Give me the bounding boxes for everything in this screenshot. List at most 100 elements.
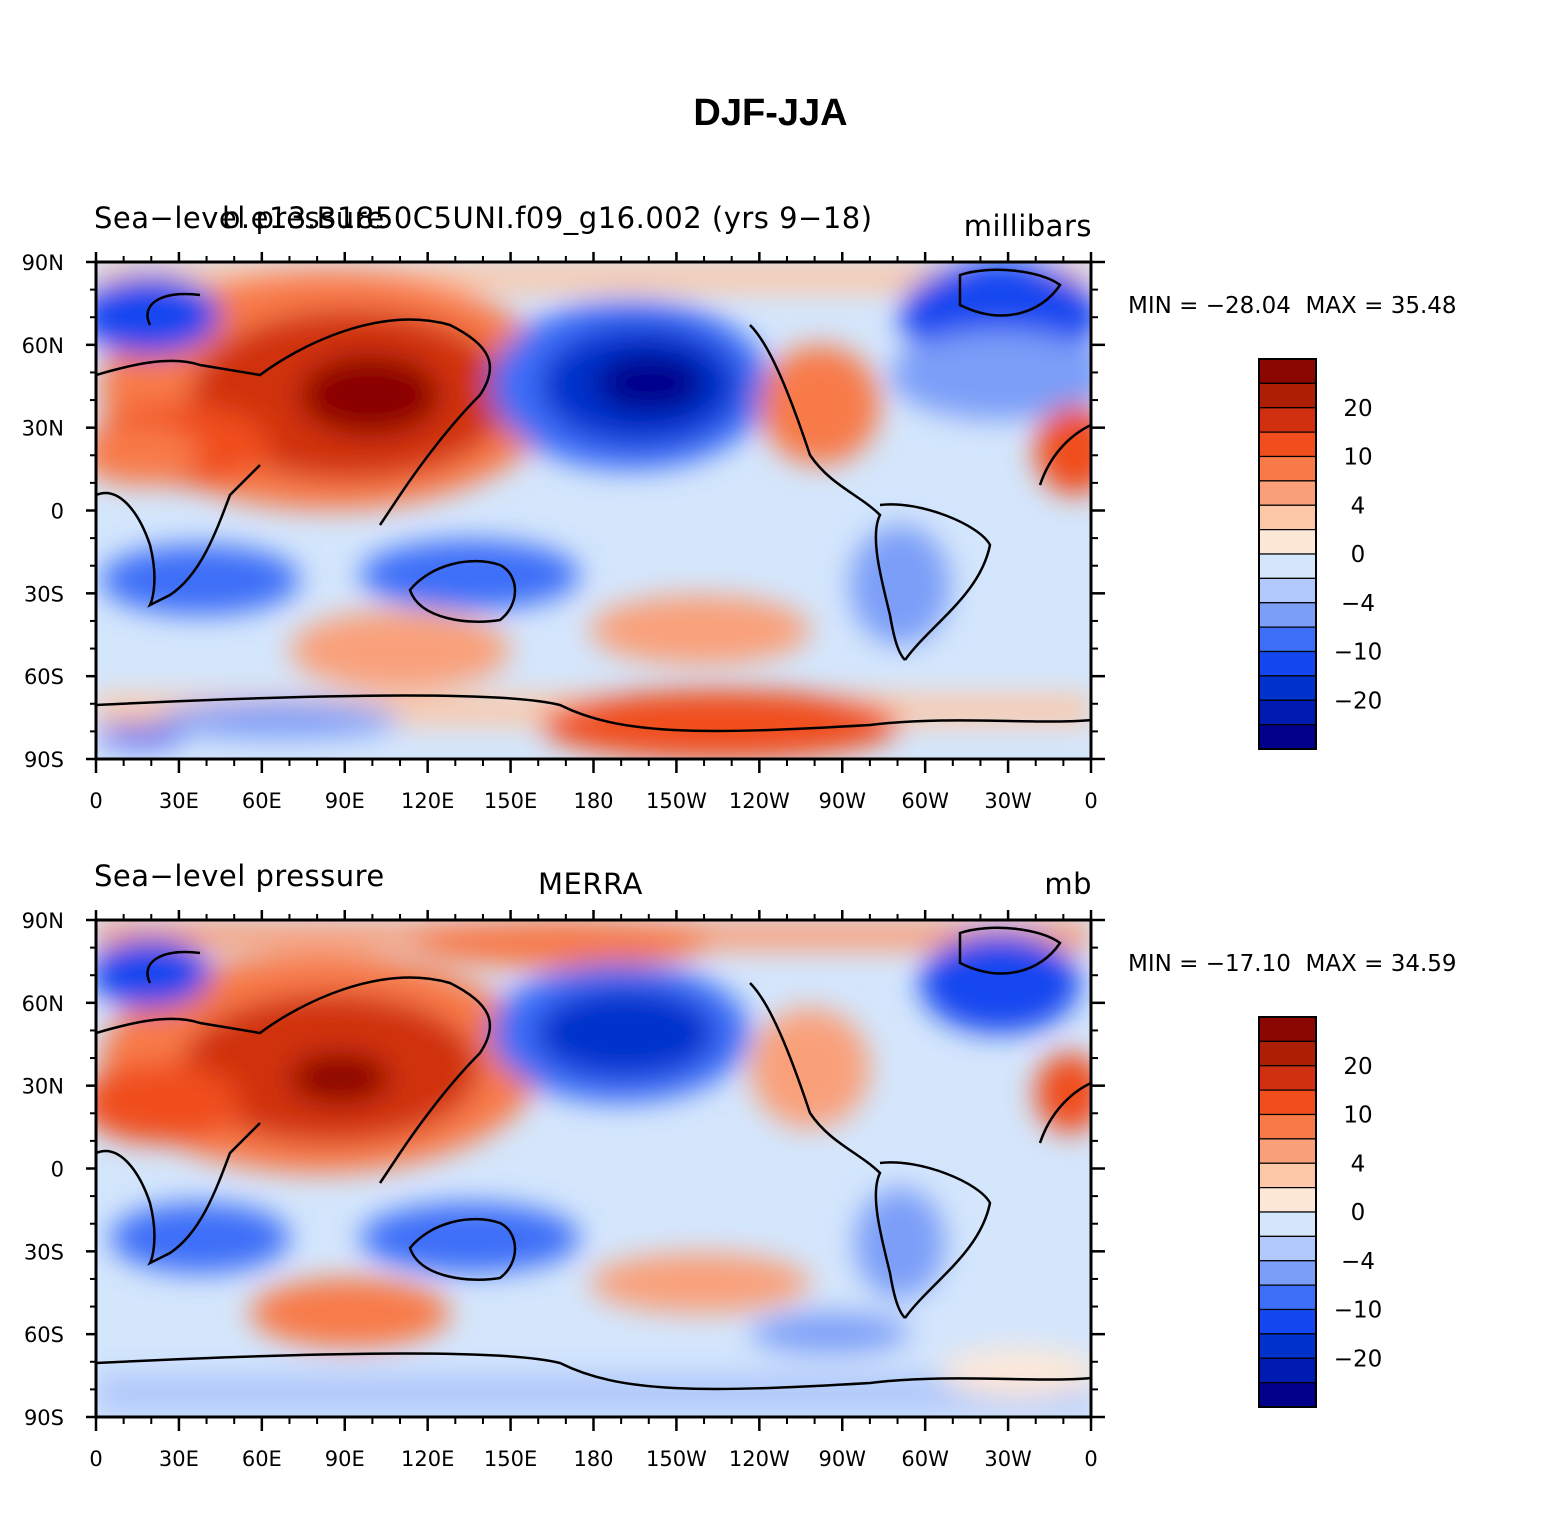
colorbar-bin [1258,1162,1317,1189]
units-label: mb [1044,867,1092,901]
lon-tick-label: 90W [819,1447,867,1471]
lat-tick-label: 60N [22,992,64,1016]
lat-tick-label: 0 [51,1158,64,1182]
colorbar-bin [1258,1333,1317,1359]
colorbar-bin [1258,1357,1317,1384]
colorbar: 20 10 4 0 −4 −10 −20 [1258,1016,1383,1408]
colorbar-label: 20 [1343,396,1372,422]
lon-tick-label: 30W [984,1447,1032,1471]
lon-tick-label: 60W [901,1447,949,1471]
colorbar-bin [1258,1040,1317,1067]
colorbar: 20 10 4 0 −4 −10 −20 [1258,358,1383,750]
colorbar-label: 10 [1343,1103,1372,1129]
colorbar-label: 20 [1343,1054,1372,1080]
lon-tick-label: 180 [573,1447,613,1471]
colorbar-bin [1258,480,1317,506]
lat-tick-label: 90S [24,1406,64,1430]
axis-ticks: 90N 60N 30N 0 30S 60S 90S 0 30E 60E 90E 120E 150E 180… [22,909,1105,1471]
map-plot-model: 90N 60N 30N 0 30S 60S 90S 0 30E 60E 90E 120E 150E 180… [22,251,1105,813]
lon-tick-label: 150W [646,789,707,813]
colorbar-bin [1258,553,1317,579]
lon-tick-label: 60W [901,789,949,813]
colorbar-bin [1258,407,1317,433]
lat-tick-label: 30N [22,1075,64,1099]
colorbar-label: −10 [1334,640,1383,666]
min-value: MIN = −17.10 [1128,951,1291,977]
colorbar-label: −4 [1341,591,1375,617]
colorbar-bin [1258,455,1317,482]
lat-tick-label: 30S [24,1240,64,1264]
pressure-field [96,262,1091,759]
lat-tick-label: 90N [22,909,64,933]
colorbar-label: −10 [1334,1298,1383,1324]
variable-label: Sea−level pressure [94,201,385,235]
colorbar-frame [1258,1016,1317,1408]
colorbar-label: 0 [1351,542,1366,568]
colorbar-bin [1258,1187,1317,1213]
min-value: MIN = −28.04 [1128,293,1291,319]
lon-tick-label: 90E [325,789,365,813]
colorbar-bin [1258,724,1317,750]
lon-tick-label: 60E [242,789,282,813]
lon-tick-label: 30E [159,789,199,813]
colorbar-bin [1258,431,1317,458]
colorbar-bin [1258,1113,1317,1140]
lon-tick-label: 120W [729,789,790,813]
colorbar-label: −20 [1334,688,1383,714]
max-value: MAX = 34.59 [1305,951,1457,977]
colorbar-bin [1258,1016,1317,1042]
coastlines [96,268,1091,733]
lat-tick-label: 0 [51,500,64,524]
colorbar-bin [1258,1065,1317,1091]
panel-merra: 90N 60N 30N 0 30S 60S 90S 0 30E 60E 90E 120E 150E 180… [0,853,1541,1493]
colorbar-bin [1258,699,1317,726]
colorbar-label: 4 [1351,493,1366,519]
lon-tick-label: 150W [646,1447,707,1471]
colorbar-frame [1258,358,1317,750]
colorbar-bin [1258,1089,1317,1116]
colorbar-label: 0 [1351,1200,1366,1226]
lon-tick-label: 90E [325,1447,365,1471]
lon-tick-label: 120W [729,1447,790,1471]
colorbar-label: 4 [1351,1151,1366,1177]
lon-tick-label: 0 [89,1447,102,1471]
lon-tick-label: 60E [242,1447,282,1471]
lon-tick-label: 0 [89,789,102,813]
lat-tick-label: 90S [24,748,64,772]
colorbar-bin [1258,650,1317,677]
lat-tick-label: 90N [22,251,64,275]
variable-label: Sea−level pressure [94,859,385,893]
colorbar-bin [1258,382,1317,409]
pressure-field [96,920,1091,1417]
lon-tick-label: 150E [484,1447,537,1471]
lon-tick-label: 180 [573,789,613,813]
min-max-readout: MIN = −17.10 MAX = 34.59 [1128,951,1457,977]
colorbar-label: 10 [1343,445,1372,471]
colorbar-bin [1258,602,1317,628]
lon-tick-label: 30W [984,789,1032,813]
lat-tick-label: 60S [24,1323,64,1347]
colorbar-bin [1258,675,1317,701]
colorbar-bin [1258,1211,1317,1237]
colorbar-bin [1258,1382,1317,1408]
max-value: MAX = 35.48 [1305,293,1457,319]
lon-tick-label: 120E [401,789,454,813]
colorbar-label: −20 [1334,1346,1383,1372]
colorbar-bin [1258,1284,1317,1311]
lon-tick-label: 120E [401,1447,454,1471]
colorbar-bin [1258,504,1317,531]
min-max-readout: MIN = −28.04 MAX = 35.48 [1128,293,1457,319]
colorbar-bin [1258,1260,1317,1286]
case-label: b.e13.B1850C5UNI.f09_g16.002 (yrs 9−18) [222,201,873,235]
colorbar-bin [1258,577,1317,604]
coastlines [96,926,1091,1391]
lat-tick-label: 30N [22,417,64,441]
colorbar-label: −4 [1341,1249,1375,1275]
axis-ticks: 90N 60N 30N 0 30S 60S 90S 0 30E 60E 90E 120E 150E 180… [22,251,1105,813]
lon-tick-label: 90W [819,789,867,813]
units-label: millibars [963,209,1092,243]
colorbar-bin [1258,1138,1317,1164]
colorbar-bin [1258,529,1317,555]
colorbar-bin [1258,358,1317,384]
colorbar-bin [1258,1308,1317,1335]
